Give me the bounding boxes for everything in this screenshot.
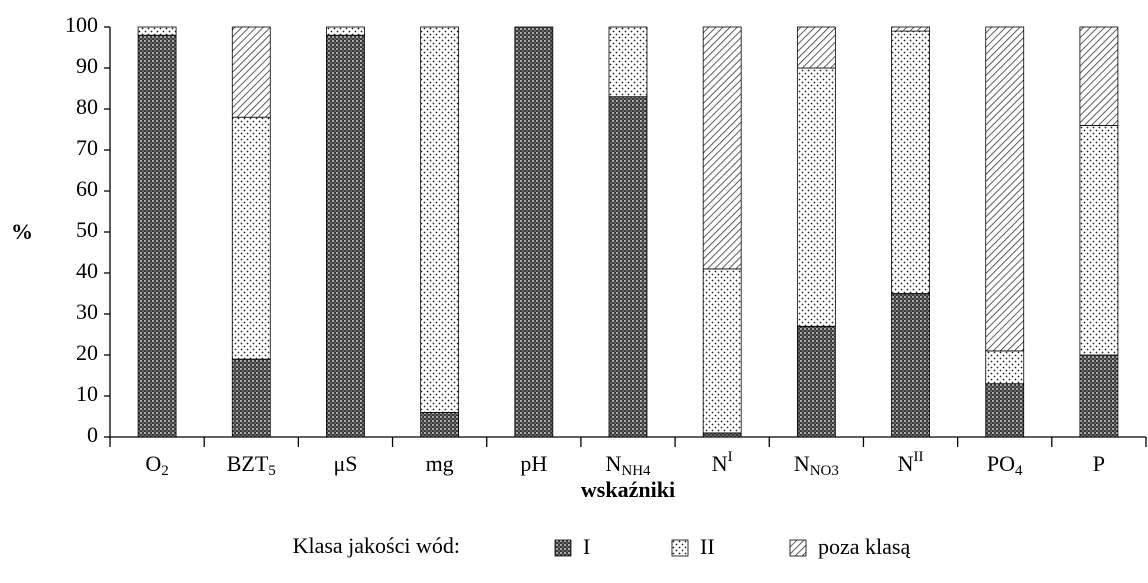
bar-segment <box>985 350 1025 385</box>
x-tick-label: pH <box>520 451 547 476</box>
y-tick-label: 70 <box>76 135 98 160</box>
x-tick-text: P <box>1093 451 1105 476</box>
bar-segment <box>514 26 554 438</box>
x-tick-label: BZT5 <box>227 451 276 479</box>
bar-segment <box>985 26 1025 352</box>
x-tick-text: μS <box>333 451 357 476</box>
x-tick-text: N <box>605 451 621 476</box>
y-tick-label: 60 <box>76 176 98 201</box>
bar-segment <box>985 383 1025 438</box>
legend-label: poza klasą <box>818 534 910 559</box>
bar-segment <box>608 96 648 438</box>
y-tick-label: 50 <box>76 217 98 242</box>
bar-segment <box>1079 26 1119 126</box>
legend-swatch <box>554 539 572 557</box>
x-tick-superscript: I <box>728 449 733 465</box>
y-axis-title: % <box>11 219 33 244</box>
x-tick-label: μS <box>333 451 357 476</box>
y-tick-label: 100 <box>65 12 98 37</box>
bar-segment <box>796 67 836 327</box>
bar-segment <box>326 34 365 438</box>
bar-segment <box>420 26 460 413</box>
bar-segment <box>1079 125 1119 356</box>
bar-segment <box>608 26 648 98</box>
x-tick-text: mg <box>426 451 454 476</box>
x-tick-text: N <box>898 451 914 476</box>
x-tick-superscript: II <box>913 449 923 465</box>
x-tick-label: P <box>1093 451 1105 476</box>
legend-swatch <box>671 539 689 557</box>
x-tick-subscript: 5 <box>268 463 276 479</box>
x-tick-label: PO4 <box>987 451 1023 479</box>
bar-segment <box>891 293 930 438</box>
x-tick-text: O <box>145 451 161 476</box>
bar-segment <box>702 268 742 434</box>
x-tick-subscript: 4 <box>1015 463 1023 479</box>
bar-segment <box>891 26 930 32</box>
x-tick-text: PO <box>987 451 1015 476</box>
x-tick-subscript: NO3 <box>810 463 839 479</box>
x-tick-text: N <box>794 451 810 476</box>
bar-segment <box>796 26 836 69</box>
legend-label: I <box>583 534 590 559</box>
y-tick-label: 30 <box>76 299 98 324</box>
bar-segment <box>137 34 177 438</box>
x-axis-title: wskaźniki <box>581 477 675 502</box>
x-tick-label: NNO3 <box>794 451 839 479</box>
x-tick-label: mg <box>426 451 454 476</box>
bar-segment <box>326 26 365 36</box>
bar-segment <box>231 358 271 438</box>
x-tick-label: NNH4 <box>605 451 651 479</box>
x-tick-label: O2 <box>145 451 168 479</box>
x-tick-subscript: 2 <box>161 463 169 479</box>
bar-segment <box>891 30 930 294</box>
x-tick-text: BZT <box>227 451 269 476</box>
legend-label: II <box>700 534 715 559</box>
x-tick-text: N <box>712 451 728 476</box>
y-tick-label: 10 <box>76 381 98 406</box>
y-tick-label: 40 <box>76 258 98 283</box>
y-tick-label: 0 <box>87 422 98 447</box>
x-tick-label: NII <box>898 449 924 476</box>
legend-swatch <box>789 539 807 557</box>
bar-segment <box>1079 354 1119 438</box>
bar-segment <box>137 26 177 36</box>
bar-segment <box>796 325 836 438</box>
bar-segment <box>702 432 742 438</box>
legend-title: Klasa jakości wód: <box>293 533 460 558</box>
x-tick-label: NI <box>712 449 733 476</box>
bar-segment <box>231 116 271 360</box>
y-tick-label: 90 <box>76 53 98 78</box>
x-tick-subscript: NH4 <box>621 463 651 479</box>
bar-segment <box>702 26 742 270</box>
y-tick-label: 80 <box>76 94 98 119</box>
y-tick-label: 20 <box>76 340 98 365</box>
bar-segment <box>231 26 271 118</box>
bar-segment <box>420 411 460 438</box>
x-tick-text: pH <box>520 451 547 476</box>
